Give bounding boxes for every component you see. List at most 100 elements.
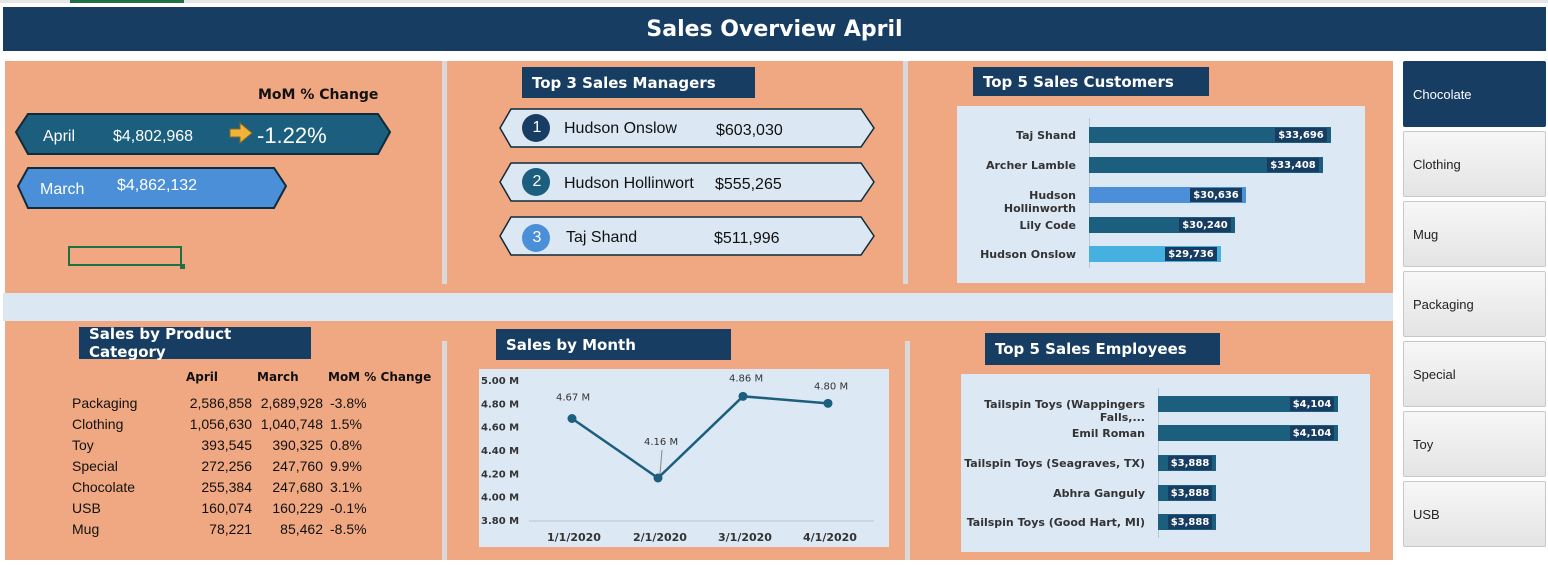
slicer-item-mug[interactable]: Mug — [1403, 201, 1546, 267]
month-title: Sales by Month — [496, 329, 731, 360]
manager-card-3 — [499, 216, 875, 256]
customer-bar-label: $29,736 — [1165, 247, 1217, 261]
leader-line — [659, 449, 663, 475]
category-april: 78,221 — [209, 521, 252, 537]
line-point — [823, 398, 833, 408]
category-april: 393,545 — [201, 437, 252, 453]
y-tick-label: 4.60 M — [481, 423, 519, 434]
employee-bar: $4,104 — [1158, 396, 1338, 412]
slicer-item-usb[interactable]: USB — [1403, 481, 1546, 547]
col-header-mom: MoM % Change — [328, 370, 432, 384]
slicer-item-special[interactable]: Special — [1403, 341, 1546, 407]
col-header-april: April — [186, 370, 219, 384]
separator-band — [3, 293, 1393, 321]
category-change: -8.5% — [330, 521, 367, 537]
category-march: 2,689,928 — [260, 395, 323, 411]
category-march: 85,462 — [280, 521, 323, 537]
x-tick-label: 3/1/2020 — [718, 531, 772, 544]
line-point — [567, 414, 577, 423]
categories-title: Sales by Product Category — [79, 325, 311, 361]
category-april: 1,056,630 — [189, 416, 252, 432]
manager-rank-1: 1 — [532, 119, 542, 136]
dashboard-title: Sales Overview April — [3, 7, 1546, 51]
manager-card-2 — [499, 162, 875, 202]
employee-bar: $3,888 — [1158, 514, 1216, 530]
top-border — [0, 0, 1548, 3]
category-march: 247,760 — [272, 458, 323, 474]
customer-bar: $29,736 — [1089, 246, 1221, 262]
category-name: Chocolate — [72, 479, 136, 495]
active-tab-indicator — [70, 0, 184, 3]
col-header-march: March — [257, 370, 299, 384]
slicer-item-packaging[interactable]: Packaging — [1403, 271, 1546, 337]
customer-label: Hudson Onslow — [980, 248, 1076, 261]
month-chart-bg — [479, 369, 889, 547]
y-tick-label: 4.00 M — [481, 493, 519, 504]
fill-handle[interactable] — [180, 264, 185, 269]
y-tick-label: 4.80 M — [481, 399, 519, 410]
customer-bar-label: $30,240 — [1179, 218, 1231, 232]
employee-bar-label: $3,888 — [1168, 456, 1212, 470]
customer-bar: $33,696 — [1089, 127, 1331, 143]
category-name: Mug — [72, 521, 100, 537]
slicer-item-toy[interactable]: Toy — [1403, 411, 1546, 477]
mom-change-value: -1.22% — [257, 123, 327, 148]
category-change: -0.1% — [330, 500, 367, 516]
x-tick-label: 1/1/2020 — [547, 531, 601, 544]
march-value: $4,862,132 — [117, 177, 198, 194]
manager-card-1 — [499, 108, 875, 148]
panel-divider — [442, 61, 447, 284]
category-name: USB — [72, 500, 101, 516]
x-tick-label: 2/1/2020 — [633, 531, 687, 544]
manager-value-1: $603,030 — [716, 122, 783, 139]
x-tick-label: 4/1/2020 — [803, 531, 857, 544]
employee-bar: $3,888 — [1158, 455, 1216, 471]
april-label: April — [43, 128, 76, 145]
employee-bar-label: $4,104 — [1290, 426, 1334, 440]
panel-divider — [903, 61, 908, 284]
month-line-chart: 5.00 M 4.80 M 4.60 M 4.40 M 4.20 M 4.00 M 3.80… — [479, 369, 889, 547]
category-march: 390,325 — [272, 437, 323, 453]
category-name: Special — [72, 458, 118, 474]
manager-name-3: Taj Shand — [566, 229, 638, 246]
mom-title: MoM % Change — [258, 87, 379, 103]
category-april: 272,256 — [201, 458, 252, 474]
managers-title: Top 3 Sales Managers — [522, 67, 755, 98]
march-label: March — [40, 181, 85, 198]
category-change: 1.5% — [330, 416, 362, 432]
sales-line — [571, 395, 829, 480]
customer-label: Archer Lamble — [985, 159, 1076, 172]
manager-rank-2: 2 — [532, 173, 542, 190]
line-point — [653, 473, 663, 483]
customer-bar: $30,240 — [1089, 217, 1235, 233]
line-data-label: 4.86 M — [729, 373, 763, 384]
slicer-item-clothing[interactable]: Clothing — [1403, 131, 1546, 197]
category-march: 1,040,748 — [260, 416, 323, 432]
panel-divider — [905, 341, 910, 560]
customer-bar-label: $33,696 — [1275, 128, 1327, 142]
slicer-item-chocolate[interactable]: Chocolate — [1403, 61, 1546, 127]
category-change: 3.1% — [330, 479, 362, 495]
category-name: Packaging — [72, 395, 138, 411]
customer-bar-label: $30,636 — [1190, 188, 1242, 202]
category-april: 2,586,858 — [189, 395, 252, 411]
category-name: Toy — [72, 437, 94, 453]
category-change: 0.8% — [330, 437, 362, 453]
customer-bar: $33,408 — [1089, 157, 1323, 173]
employee-bar-label: $3,888 — [1168, 486, 1212, 500]
employee-bar: $4,104 — [1158, 425, 1338, 441]
customer-label: Taj Shand — [1016, 129, 1076, 142]
category-march: 160,229 — [272, 500, 323, 516]
employee-bar-label: $3,888 — [1168, 515, 1212, 529]
customer-label: Lily Code — [1019, 219, 1076, 232]
category-change: 9.9% — [330, 458, 362, 474]
y-tick-label: 5.00 M — [481, 376, 519, 387]
april-value: $4,802,968 — [113, 128, 194, 145]
customer-bar-label: $33,408 — [1267, 158, 1319, 172]
manager-rank-3: 3 — [532, 229, 542, 246]
manager-name-1: Hudson Onslow — [564, 120, 677, 137]
employee-label: Tailspin Toys (Seagraves, TX) — [964, 457, 1145, 470]
employee-label: Emil Roman — [1071, 427, 1145, 440]
selected-cell[interactable] — [68, 246, 182, 266]
line-data-label: 4.67 M — [556, 393, 590, 404]
